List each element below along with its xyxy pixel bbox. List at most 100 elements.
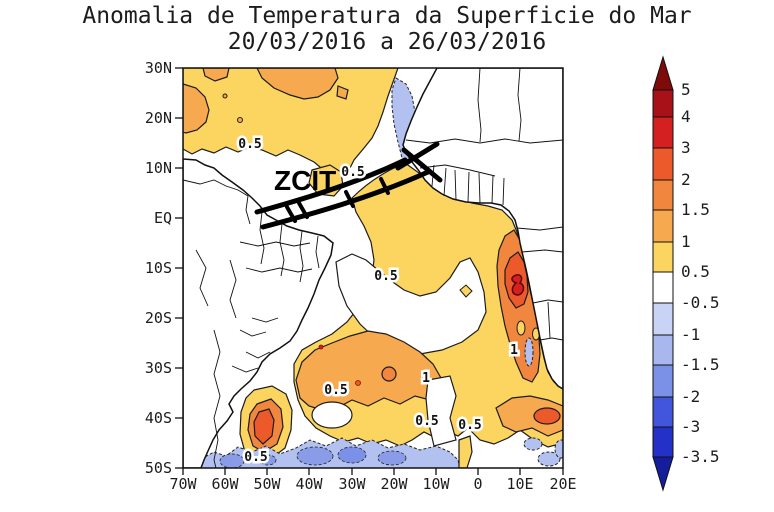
south-america-land: [183, 158, 334, 468]
latitude-axis: 30N 20N 10N EQ 10S 20S 30S 40S 50S: [145, 59, 183, 477]
lon-tick-label: 50W: [253, 475, 281, 493]
colorbar-tick-label: -1: [681, 325, 700, 344]
orange-speck: [237, 117, 243, 123]
colorbar-segment: [652, 209, 674, 243]
colorbar-tick-label: 4: [681, 107, 691, 126]
colorbar-tick-label: 3: [681, 138, 691, 157]
yellow-diamond-speck: [459, 284, 473, 298]
orange-patch-top-center: [256, 68, 339, 100]
lon-tick-label: 20E: [549, 475, 576, 493]
orange-core-circle: [381, 366, 397, 382]
africa-land: [402, 68, 563, 390]
colorbar-segment: [652, 147, 674, 181]
yellow-teardrop: [516, 320, 526, 336]
orange-anomaly-southeast-strip: [495, 395, 563, 437]
orange-patch-top-small: [202, 68, 230, 82]
zcit-band-rung: [344, 190, 355, 208]
colorbar-segment: [652, 116, 674, 149]
lat-tick-label: 20N: [145, 109, 172, 127]
lon-tick-label: 20W: [380, 475, 408, 493]
colorbar-segment: [652, 396, 674, 428]
lon-tick-label: 60W: [211, 475, 239, 493]
zcit-band-rung: [285, 205, 297, 223]
longitude-axis: 70W 60W 50W 40W 30W 20W 10W 0 10E 20E: [169, 468, 577, 493]
contour-value-label: 0.5: [458, 418, 481, 433]
contour-labels-layer: 0.5 0.5 0.5 0.5 1 0.5 0.5 1 0.5: [236, 135, 521, 468]
lon-tick-label: 10E: [506, 475, 533, 493]
lat-tick-label: 50S: [145, 459, 172, 477]
colorbar-segment: [652, 334, 674, 366]
colorbar-segment: [652, 364, 674, 398]
red-inner-contour: [511, 273, 525, 296]
blue-core: [296, 446, 334, 466]
red-speck: [355, 380, 361, 386]
colorbar-segment: [652, 241, 674, 273]
colorbar-tick-label: -0.5: [681, 293, 720, 312]
colorbar-segment: [652, 426, 674, 458]
zcit-band-upper-line: [254, 157, 408, 215]
blue-core: [377, 450, 407, 466]
lon-tick-label: 30W: [338, 475, 366, 493]
zcit-band-lower-line: [260, 169, 431, 230]
lat-tick-label: 30S: [145, 359, 172, 377]
orange-speck: [222, 93, 228, 99]
chart-title: Anomalia de Temperatura da Superficie do…: [82, 3, 692, 29]
colorbar-tick-label: 0.5: [681, 262, 710, 281]
colorbar: 5 4 3 2 1.5 1 0.5 -0.5 -1 -1.5 -2 -3 -3.5: [652, 55, 720, 492]
colorbar-segment: [652, 271, 674, 304]
orange-patch-top-right-small: [336, 85, 349, 100]
anomaly-shading-layer: ZCIT 0.5 0.5 0.5 0.5 1 0.5 0.5 1 0.5: [183, 68, 563, 468]
blue-patch-southeast: [523, 437, 543, 451]
lat-tick-label: 30N: [145, 59, 172, 77]
blue-patch-southeast: [537, 451, 561, 467]
contour-value-label: 0.5: [324, 383, 347, 398]
colorbar-tick-label: -3: [681, 417, 700, 436]
contour-value-label: 1: [422, 371, 430, 386]
lon-tick-label: 40W: [295, 475, 323, 493]
orangered-core-southwest: [253, 408, 275, 445]
blue-patch-southeast: [554, 439, 563, 459]
colorbar-tick-label: -2: [681, 387, 700, 406]
lon-tick-label: 70W: [169, 475, 197, 493]
blue-core: [259, 454, 277, 466]
lat-tick-label: EQ: [154, 209, 172, 227]
colorbar-tick-label: -3.5: [681, 447, 720, 466]
red-speck: [318, 344, 324, 350]
blue-core: [219, 453, 245, 468]
contour-value-label: 0.5: [341, 165, 364, 180]
colorbar-tick-label: 5: [681, 80, 691, 99]
colorbar-segment: [652, 302, 674, 336]
contour-value-label: 0.5: [238, 137, 261, 152]
colorbar-segment: [652, 179, 674, 211]
lat-tick-label: 40S: [145, 409, 172, 427]
colorbar-arrow-top: [652, 55, 674, 91]
colorbar-tick-label: -1.5: [681, 355, 720, 374]
colorbar-tick-label: 1.5: [681, 200, 710, 219]
colorbar-arrow-bottom: [652, 456, 674, 492]
zcit-band-east-fork: [401, 147, 443, 183]
zcit-band-rung: [297, 201, 309, 219]
orangered-core-southeast: [533, 407, 561, 425]
neutral-white-pocket: [311, 401, 353, 429]
lon-tick-label: 10W: [422, 475, 450, 493]
contour-value-label: 0.5: [374, 269, 397, 284]
colorbar-tick-label: 2: [681, 170, 691, 189]
contour-value-label: 0.5: [244, 450, 267, 465]
orange-patch-northwest-edge: [183, 83, 210, 134]
contour-value-label: 1: [510, 343, 518, 358]
contour-value-label: 0.5: [415, 414, 438, 429]
zcit-band: [254, 141, 443, 230]
lon-tick-label: 0: [473, 475, 482, 493]
lat-tick-label: 10N: [145, 159, 172, 177]
blue-anomaly-namibia-coast: [524, 337, 534, 367]
zcit-band-rung: [379, 177, 390, 195]
colorbar-segment: [652, 89, 674, 118]
chart-subtitle-date-range: 20/03/2016 a 26/03/2016: [227, 29, 547, 55]
zcit-band-east-fork: [395, 141, 440, 171]
blue-core: [337, 446, 367, 464]
neutral-white-channel: [425, 375, 457, 447]
lat-tick-label: 10S: [145, 259, 172, 277]
colorbar-tick-label: 1: [681, 232, 691, 251]
